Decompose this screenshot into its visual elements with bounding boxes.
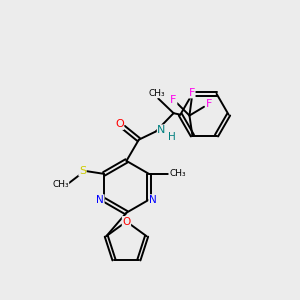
Text: CH₃: CH₃ [52, 180, 69, 189]
Text: S: S [79, 166, 86, 176]
Text: N: N [96, 195, 104, 205]
Text: O: O [122, 217, 130, 226]
Text: CH₃: CH₃ [148, 89, 165, 98]
Text: N: N [149, 195, 157, 205]
Text: H: H [168, 132, 176, 142]
Text: N: N [158, 125, 166, 135]
Text: F: F [189, 88, 195, 98]
Text: O: O [115, 119, 124, 129]
Text: CH₃: CH₃ [169, 169, 186, 178]
Text: F: F [170, 95, 177, 105]
Text: F: F [206, 99, 212, 109]
